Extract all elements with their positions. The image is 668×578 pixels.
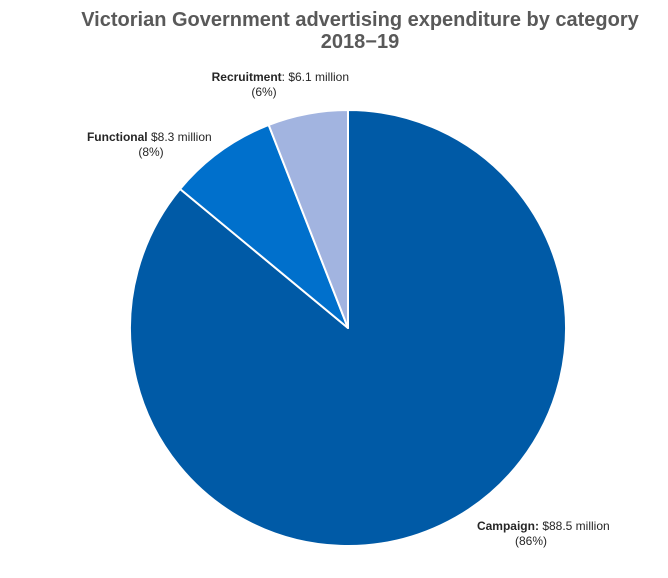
label-recruitment: Recruitment: $6.1 million (6%) — [212, 70, 353, 99]
label-campaign: Campaign: $88.5 million (86%) — [477, 519, 613, 548]
chart-title: Victorian Government advertising expendi… — [0, 9, 668, 53]
label-recruitment-value: $6.1 million — [288, 70, 349, 84]
label-recruitment-name: Recruitment — [212, 70, 282, 84]
label-functional-name: Functional — [87, 130, 148, 144]
label-campaign-value: $88.5 million — [542, 519, 609, 533]
chart-title-line1: Victorian Government advertising expendi… — [81, 9, 639, 31]
pie-slices — [129, 109, 567, 547]
label-recruitment-percent: (6%) — [251, 85, 276, 99]
label-campaign-name: Campaign — [477, 519, 535, 533]
pie-slice-recruitment — [267, 109, 349, 329]
chart-title-line2: 2018−19 — [320, 31, 400, 53]
label-functional-percent: (8%) — [138, 145, 163, 159]
label-campaign-colon: : — [535, 519, 542, 533]
label-functional: Functional $8.3 million (8%) — [87, 130, 215, 159]
label-campaign-percent: (86%) — [515, 534, 547, 548]
label-recruitment-colon: : — [282, 70, 289, 84]
pie-slice-functional — [179, 123, 349, 329]
label-functional-value: $8.3 million — [151, 130, 212, 144]
